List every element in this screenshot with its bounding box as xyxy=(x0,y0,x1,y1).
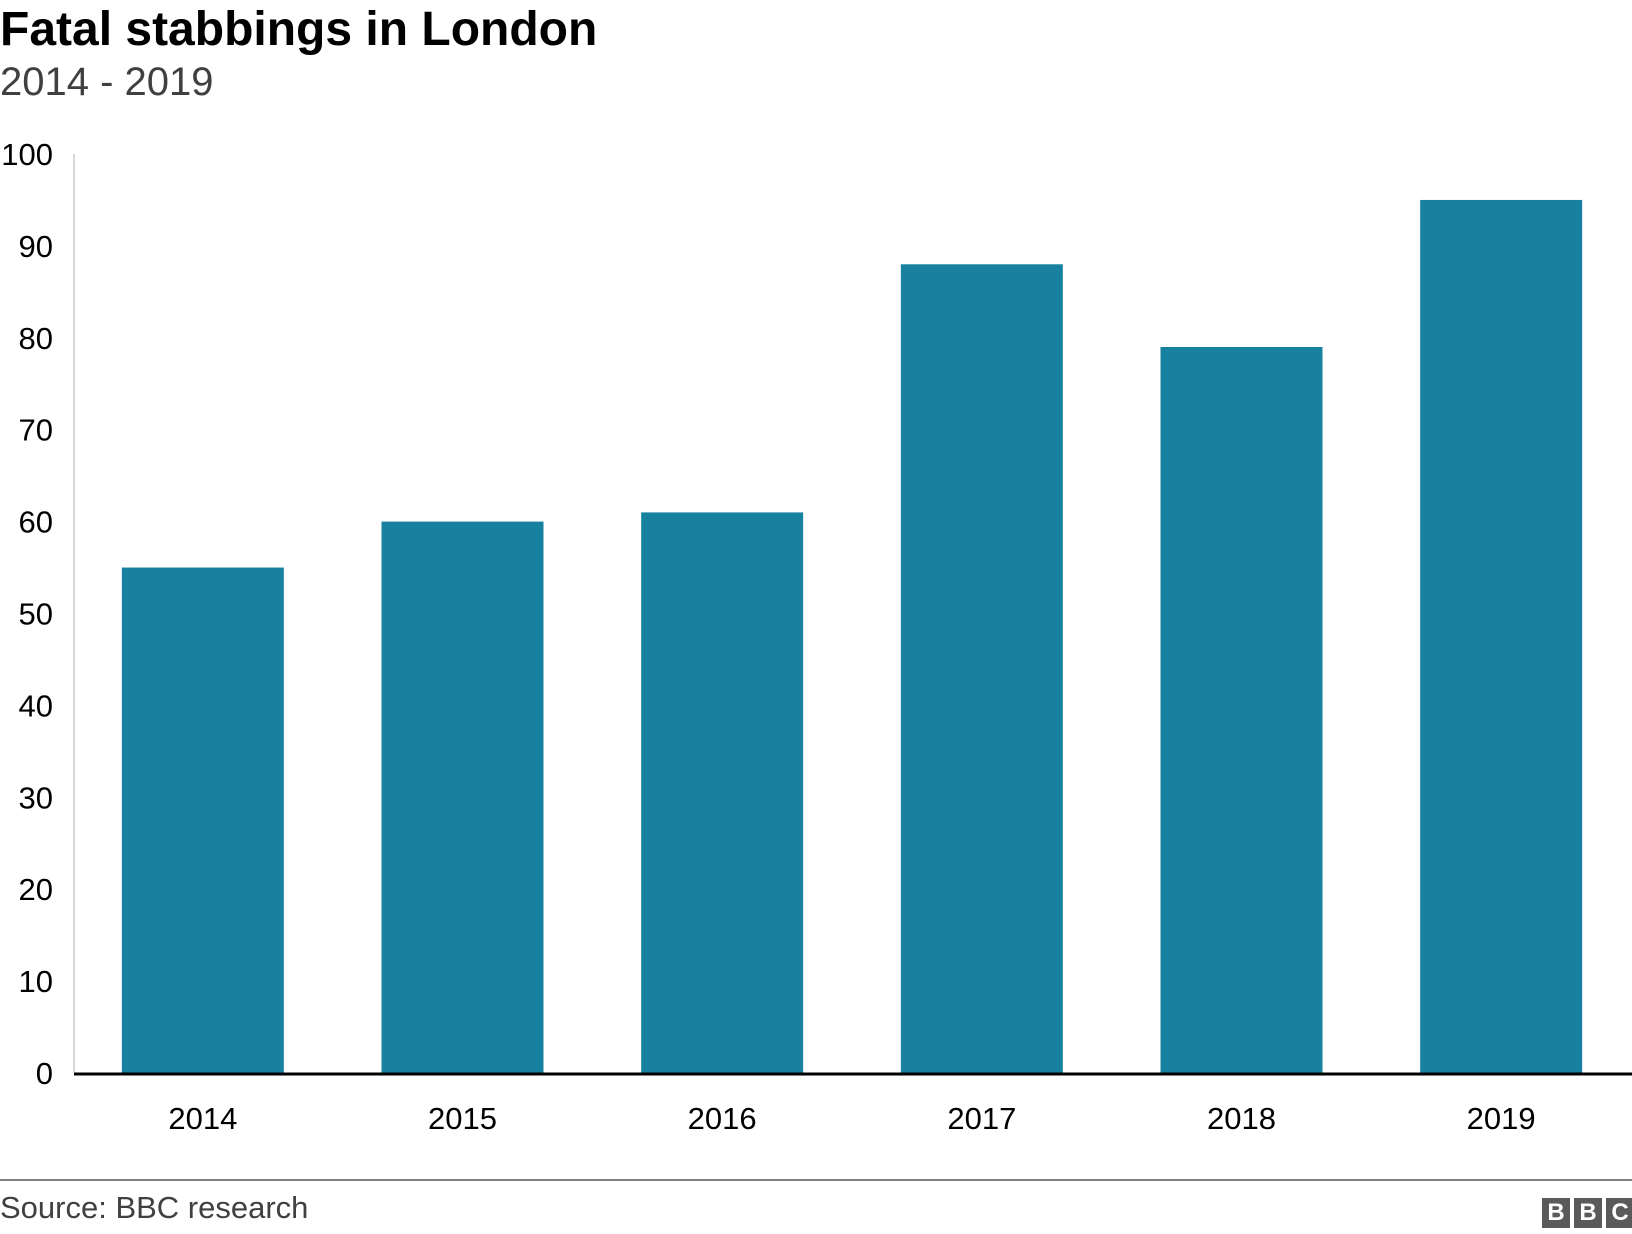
y-tick-label: 20 xyxy=(19,872,53,907)
x-tick-label: 2019 xyxy=(1467,1101,1536,1136)
footer-divider xyxy=(0,1179,1632,1181)
bar-2015 xyxy=(381,521,544,1073)
bar-2019 xyxy=(1420,199,1583,1073)
x-axis: 2014 2015 2016 2017 2018 2019 xyxy=(74,1072,1632,1136)
logo-letter-c: C xyxy=(1606,1198,1632,1228)
bars xyxy=(121,199,1583,1073)
logo-letter-b2: B xyxy=(1574,1198,1602,1228)
x-tick-label: 2015 xyxy=(428,1101,497,1136)
y-tick-label: 70 xyxy=(19,413,53,448)
x-tick-label: 2017 xyxy=(947,1101,1016,1136)
x-tick-label: 2014 xyxy=(168,1101,237,1136)
y-tick-label: 50 xyxy=(19,597,53,632)
y-tick-label: 40 xyxy=(19,688,53,723)
bar-2017 xyxy=(900,264,1063,1073)
bar-2018 xyxy=(1160,346,1323,1073)
chart-title: Fatal stabbings in London xyxy=(0,3,598,56)
chart-subtitle: 2014 - 2019 xyxy=(0,60,214,104)
y-tick-label: 0 xyxy=(36,1056,53,1091)
y-axis: 0 10 20 30 40 50 60 70 80 90 100 xyxy=(1,137,75,1091)
y-tick-label: 30 xyxy=(19,780,53,815)
bar-2014 xyxy=(121,567,284,1073)
y-tick-label: 10 xyxy=(19,964,53,999)
y-tick-label: 60 xyxy=(19,505,53,540)
y-tick-label: 80 xyxy=(19,321,53,356)
x-tick-label: 2018 xyxy=(1207,1101,1276,1136)
y-tick-label: 100 xyxy=(1,137,53,172)
bbc-logo: B B C xyxy=(1542,1198,1632,1228)
x-tick-label: 2016 xyxy=(688,1101,757,1136)
y-tick-label: 90 xyxy=(19,229,53,264)
bar-2016 xyxy=(641,512,804,1073)
logo-letter-b1: B xyxy=(1542,1198,1570,1228)
source-note: Source: BBC research xyxy=(0,1190,309,1225)
